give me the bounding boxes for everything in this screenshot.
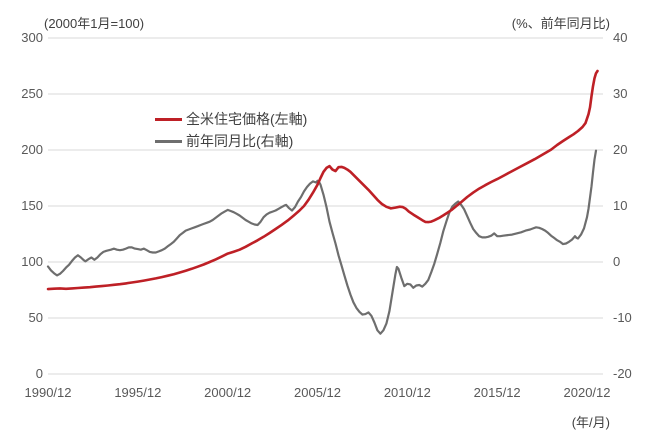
right-axis-tick-label: 0 bbox=[613, 254, 621, 269]
x-axis-tick-label: 2015/12 bbox=[473, 385, 521, 400]
legend-label: 全米住宅価格(左軸) bbox=[186, 111, 308, 127]
x-axis-tick-label: 1990/12 bbox=[24, 385, 72, 400]
x-axis-note: (年/月) bbox=[571, 415, 610, 430]
legend-label: 前年同月比(右軸) bbox=[186, 133, 294, 149]
left-axis-tick-label: 250 bbox=[21, 86, 43, 101]
left-axis-tick-label: 50 bbox=[28, 310, 43, 325]
right-axis-tick-label: 40 bbox=[613, 30, 628, 45]
right-axis-tick-label: 20 bbox=[613, 142, 628, 157]
x-axis-tick-label: 2000/12 bbox=[204, 385, 252, 400]
right-axis-tick-label: -10 bbox=[613, 310, 632, 325]
x-axis-tick-label: 2005/12 bbox=[294, 385, 341, 400]
left-axis-tick-label: 150 bbox=[21, 198, 43, 213]
right-axis-tick-label: 10 bbox=[613, 198, 628, 213]
right-axis-tick-label: -20 bbox=[613, 366, 632, 381]
price-index-line bbox=[46, 69, 599, 291]
right-axis-note: (%、前年同月比) bbox=[511, 16, 610, 31]
legend-swatch-yoy bbox=[155, 139, 182, 143]
right-axis-tick-label: 30 bbox=[613, 86, 628, 101]
legend-item: 全米住宅価格(左軸) bbox=[155, 108, 307, 130]
x-axis-tick-label: 1995/12 bbox=[114, 385, 162, 400]
x-axis-tick-label: 2020/12 bbox=[563, 385, 611, 400]
legend-swatch-price bbox=[155, 117, 182, 121]
left-axis-tick-label: 200 bbox=[21, 142, 43, 157]
x-axis-tick-label: 2010/12 bbox=[383, 385, 431, 400]
left-axis-tick-label: 300 bbox=[21, 30, 43, 45]
chart-legend: 全米住宅価格(左軸) 前年同月比(右軸) bbox=[155, 108, 307, 152]
legend-item: 前年同月比(右軸) bbox=[155, 130, 307, 152]
yoy-change-line bbox=[46, 149, 598, 335]
left-axis-tick-label: 0 bbox=[35, 366, 43, 381]
left-axis-note: (2000年1月=100) bbox=[44, 16, 145, 31]
left-axis-tick-label: 100 bbox=[21, 254, 43, 269]
